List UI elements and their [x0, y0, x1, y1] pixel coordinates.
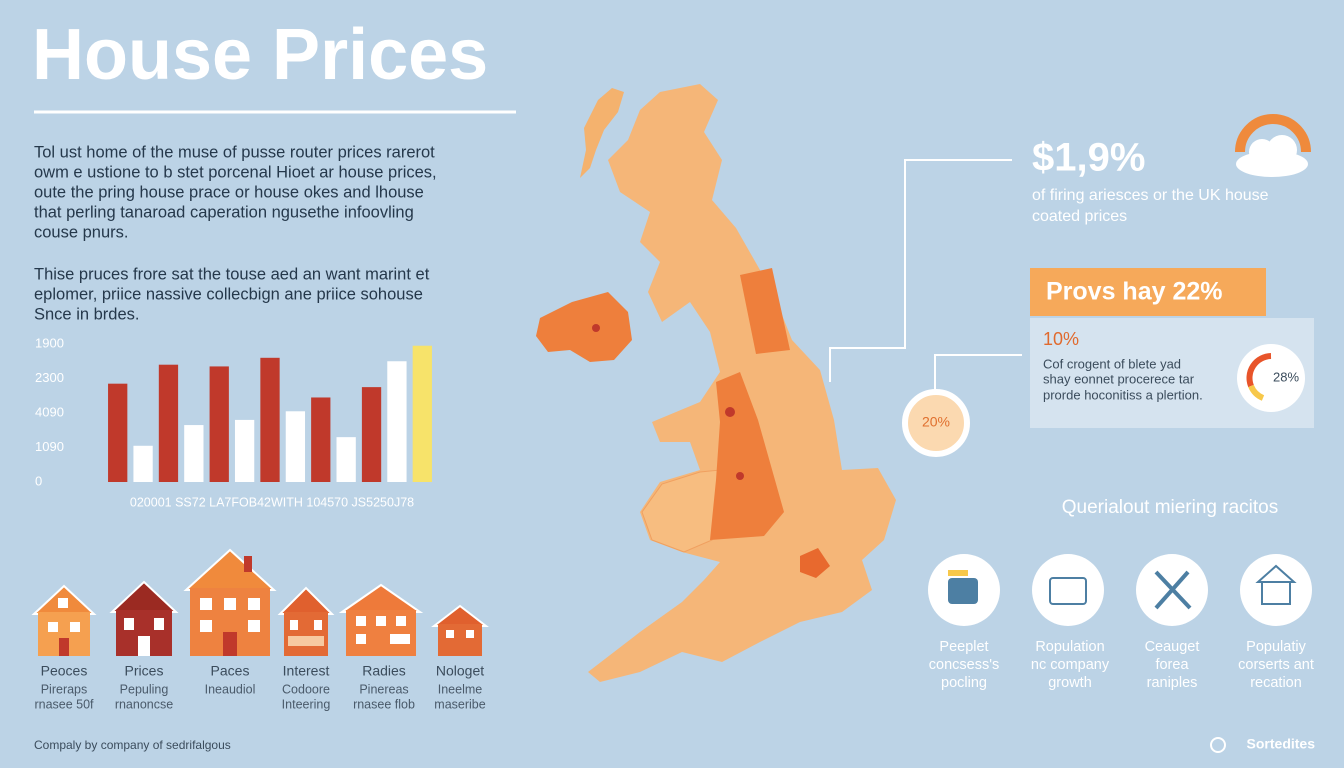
banner	[1030, 268, 1266, 316]
icon-label: nc company	[1031, 657, 1110, 673]
bar-chart: 1900 2300 4090 1090 0 020001 SS72 LA7FOB42WIT…	[35, 335, 432, 509]
panel-text: prorde hoconitiss a plertion.	[1043, 387, 1203, 402]
house-note: rnasee 50f	[34, 697, 94, 711]
bar	[285, 411, 306, 482]
y-tick-label: 2300	[35, 370, 64, 385]
house-note: rnasee flob	[353, 697, 415, 711]
bar	[108, 383, 128, 482]
panel-text: shay eonnet procerece tar	[1043, 371, 1195, 386]
region-highlight	[800, 548, 830, 578]
intro-line: couse pnurs.	[34, 223, 128, 241]
bar	[311, 397, 331, 482]
icon-label: Peeplet	[939, 639, 988, 655]
house-note: Pepuling	[120, 682, 169, 696]
bar	[412, 345, 432, 482]
bubble-label: 20%	[922, 414, 950, 430]
icon-label: corserts ant	[1238, 657, 1314, 673]
icon-label: growth	[1048, 675, 1092, 691]
x-axis-label: 020001 SS72 LA7FOB42WITH 104570 JS5250J7…	[130, 495, 414, 509]
intro-line: eplomer, priice nassive collecbign ane p…	[34, 285, 423, 303]
house-label: Interest	[283, 663, 330, 679]
y-tick-label: 0	[35, 473, 42, 488]
house	[31, 584, 97, 656]
bar	[234, 419, 255, 482]
house-label: Paces	[211, 663, 250, 679]
house-label: Prices	[125, 663, 164, 679]
house	[109, 580, 179, 656]
icon	[1032, 554, 1104, 626]
brand-icon	[1210, 737, 1226, 753]
icon-label: pocling	[941, 675, 987, 691]
headline-text: coated prices	[1032, 208, 1127, 225]
house	[277, 586, 335, 656]
bar	[361, 387, 382, 482]
bar	[184, 425, 204, 482]
connector	[934, 354, 1022, 392]
donut	[1237, 344, 1305, 412]
y-tick-label: 1900	[35, 335, 64, 350]
uk-map	[536, 84, 896, 682]
house-note: Codoore	[282, 682, 330, 696]
house	[431, 604, 489, 656]
house	[338, 583, 424, 656]
house-note: rnanoncse	[115, 697, 173, 711]
bar	[209, 366, 229, 482]
house-note: Ineelme	[438, 682, 483, 696]
panel-text: Cof crogent of blete yad	[1043, 356, 1181, 371]
icon-label: Ropulation	[1035, 639, 1104, 655]
icon-label: concsess's	[929, 657, 999, 673]
headline-stat: $1,9%	[1032, 136, 1145, 180]
intro-line: Thise pruces frore sat the touse aed an …	[34, 265, 430, 283]
house-note: Pireraps	[41, 682, 88, 696]
icon-label: Ceauget	[1145, 639, 1200, 655]
house-note: Ineaudiol	[205, 682, 256, 696]
intro: Tol ust home of the muse of pusse router…	[34, 143, 437, 323]
house-note: Pinereas	[359, 682, 408, 696]
intro-line: owm e ustione to b stet porcenal Hioet a…	[34, 163, 437, 181]
icon-label: Populatiy	[1246, 639, 1306, 655]
bar	[336, 437, 356, 482]
cloud-icon	[1235, 114, 1311, 177]
title: House Prices	[32, 15, 488, 95]
icons-heading: Querialout miering racitos	[1062, 497, 1278, 518]
intro-line: Tol ust home of the muse of pusse router…	[34, 143, 435, 161]
icon-label: forea	[1155, 657, 1189, 673]
intro-line: oute the pring house prace or house okes…	[34, 183, 424, 201]
map-marker	[736, 472, 744, 480]
bar	[387, 361, 407, 482]
house-note: Inteering	[282, 697, 331, 711]
donut-label: 28%	[1273, 369, 1299, 384]
icon-row	[928, 554, 1312, 626]
bar	[260, 357, 280, 482]
houses: Peoces Pireraps rnasee 50f Prices Pepuli…	[31, 548, 489, 711]
map-marker	[592, 324, 600, 332]
y-tick-label: 4090	[35, 404, 64, 419]
region-highlight	[740, 268, 790, 354]
icon	[1240, 554, 1312, 626]
house-note: maseribe	[434, 697, 485, 711]
intro-line: that perling tanaroad caperation nguseth…	[34, 203, 414, 221]
headline-text: of firing ariesces or the UK house	[1032, 187, 1269, 204]
banner-text: Provs hay 22%	[1046, 278, 1223, 306]
bar	[158, 364, 179, 482]
bubble	[902, 389, 970, 457]
icon-label: recation	[1250, 675, 1302, 691]
house-label: Nologet	[436, 663, 484, 679]
house-label: Radies	[362, 663, 406, 679]
connector	[829, 159, 1012, 382]
panel-value: 10%	[1043, 329, 1079, 349]
house-label: Peoces	[41, 663, 88, 679]
northern-ireland	[536, 292, 632, 362]
footer-credit: Compaly by company of sedrifalgous	[34, 738, 231, 752]
map-marker	[725, 407, 735, 417]
bar	[133, 445, 153, 482]
intro-line: Snce in brdes.	[34, 305, 139, 323]
y-tick-label: 1090	[35, 439, 64, 454]
islands	[580, 88, 624, 178]
house	[183, 548, 277, 656]
icon-label: raniples	[1147, 675, 1198, 691]
footer-brand: Sortedites	[1247, 736, 1316, 752]
